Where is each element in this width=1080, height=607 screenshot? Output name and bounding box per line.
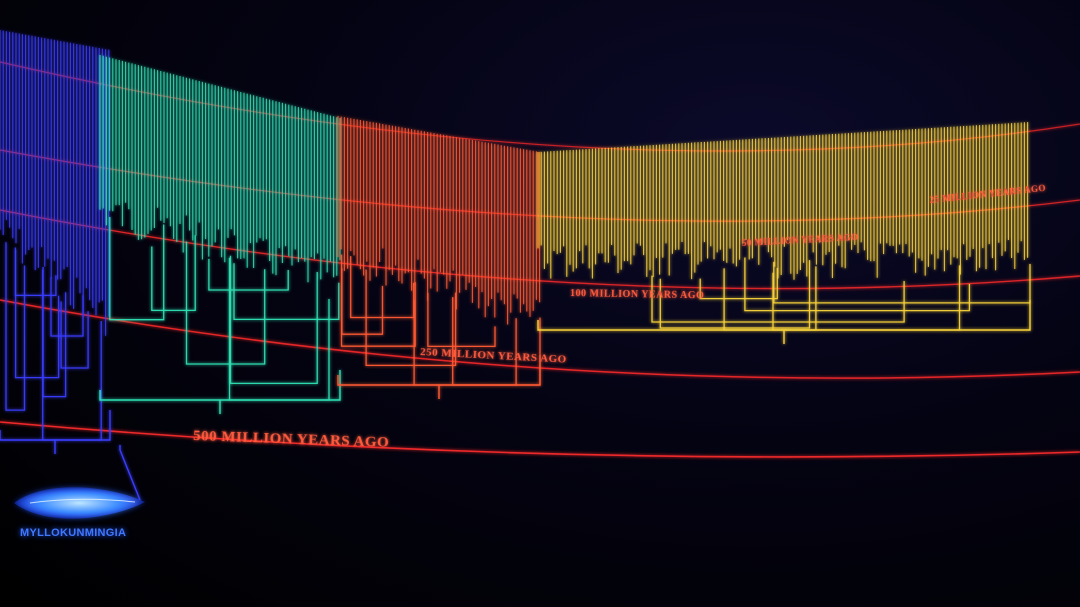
root-branch xyxy=(119,445,141,501)
era-band-teal xyxy=(99,55,341,414)
timeline-line-500 xyxy=(0,421,1080,458)
timeline-label-100: 100 MILLION YEARS AGO xyxy=(570,288,704,301)
fish-fossil-icon xyxy=(14,487,145,519)
timeline-label-500: 500 MILLION YEARS AGO xyxy=(193,428,390,451)
era-band-yellow xyxy=(537,122,1031,344)
timeline-label-25: 25 MILLION YEARS AGO xyxy=(929,183,1046,205)
root-organism-label: MYLLOKUNMINGIA xyxy=(20,527,127,539)
era-band-blue xyxy=(0,30,111,454)
timeline-label-250: 250 MILLION YEARS AGO xyxy=(420,346,567,366)
timeline-line-25 xyxy=(0,61,1080,152)
era-band-orange xyxy=(337,116,541,399)
